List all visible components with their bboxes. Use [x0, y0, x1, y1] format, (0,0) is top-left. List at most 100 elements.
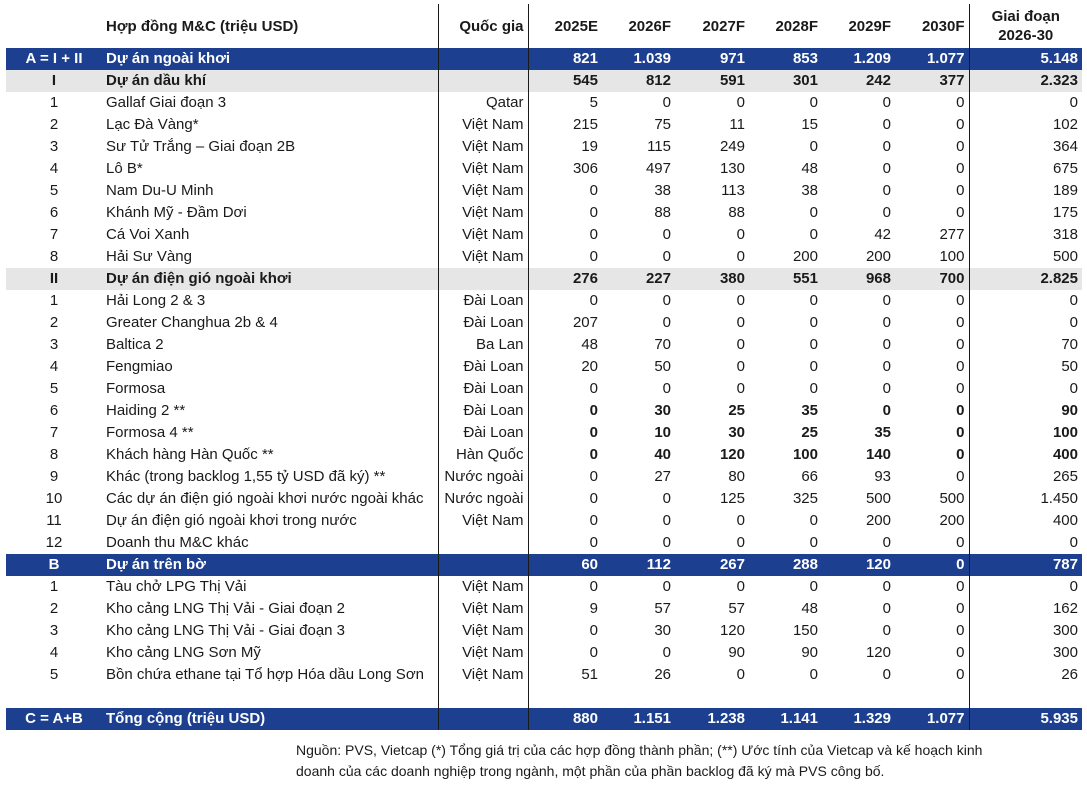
row-contract-name: Dự án ngoài khơi	[102, 48, 438, 70]
row-contract-name: Formosa 4 **	[106, 424, 194, 441]
row-value-2027F: 80	[728, 468, 745, 485]
row-value-2030F: 1.077	[895, 708, 969, 730]
row-value-2029F: 968	[822, 268, 895, 290]
row-country: Việt Nam	[437, 642, 528, 664]
row-index: 6	[49, 204, 59, 221]
row-value-2026F: 1.151	[602, 708, 675, 730]
table-row: 4 Kho cảng LNG Sơn Mỹ Việt Nam 0 0 90 90 120 0 30…	[6, 642, 1082, 664]
row-value-2029F: 242	[822, 70, 895, 92]
row-value-2028F: 0	[809, 314, 818, 331]
row-value-2029F: 1.209	[822, 48, 895, 70]
row-value-2025E: 306	[527, 158, 602, 180]
row-value-2026F: 0	[662, 292, 671, 309]
row-value-2030F: 1.077	[895, 48, 969, 70]
row-country: Việt Nam	[437, 180, 528, 202]
row-value-2026F: 0	[662, 248, 671, 265]
header-year-2027: 2027F	[702, 17, 745, 35]
row-value-2025E: 0	[527, 532, 602, 554]
row-country: Việt Nam	[437, 202, 528, 224]
row-value-2029F: 93	[874, 468, 891, 485]
row-index: 4	[49, 160, 59, 177]
row-value-2028F: 66	[801, 468, 818, 485]
row-value-2025E: 0	[527, 246, 602, 268]
row-period-total: 265	[968, 466, 1082, 488]
row-index: 3	[49, 336, 59, 353]
row-index: 2	[49, 600, 59, 617]
row-country: Việt Nam	[437, 598, 528, 620]
row-value-2026F: 30	[654, 622, 671, 639]
row-value-2029F: 0	[882, 622, 891, 639]
row-value-2026F: 26	[654, 666, 671, 683]
row-value-2030F: 0	[956, 666, 965, 683]
row-value-2025E: 48	[527, 334, 602, 356]
table-row: 6 Haiding 2 ** Đài Loan 0 30 25 35 0 0 90	[6, 400, 1082, 422]
row-value-2026F: 115	[647, 138, 671, 155]
row-value-2028F: 0	[809, 292, 818, 309]
row-contract-name: Dự án điện gió ngoài khơi trong nước	[106, 512, 357, 529]
row-index: C = A+B	[6, 708, 102, 730]
row-value-2027F: 0	[736, 336, 745, 353]
row-value-2026F: 227	[602, 268, 675, 290]
row-contract-name: Kho cảng LNG Thị Vải - Giai đoạn 3	[106, 622, 346, 639]
table-row: B Dự án trên bờ 60 112 267 288 120 0 787	[6, 554, 1082, 576]
row-country: Hàn Quốc	[437, 444, 528, 466]
row-contract-name: Dự án dầu khí	[102, 70, 438, 92]
row-value-2030F: 0	[956, 534, 965, 551]
row-value-2026F: 88	[654, 204, 671, 221]
row-value-2025E: 207	[527, 312, 602, 334]
row-value-2026F: 0	[662, 578, 671, 595]
row-value-2026F: 1.039	[602, 48, 675, 70]
row-value-2027F: 0	[736, 292, 745, 309]
row-country: Đài Loan	[437, 422, 528, 444]
header-contract-name: Hợp đồng M&C (triệu USD)	[106, 17, 299, 35]
row-value-2027F: 1.238	[675, 708, 749, 730]
row-value-2027F: 249	[719, 138, 745, 155]
header-year-2026: 2026F	[628, 17, 671, 35]
table-body: A = I + II Dự án ngoài khơi 821 1.039 971 853…	[6, 48, 1082, 730]
row-value-2029F: 200	[865, 248, 891, 265]
row-contract-name: Greater Changhua 2b & 4	[106, 314, 278, 331]
table-row: 7 Cá Voi Xanh Việt Nam 0 0 0 0 42 277 318	[6, 224, 1082, 246]
row-value-2025E: 0	[527, 180, 602, 202]
row-period-total: 1.450	[968, 488, 1082, 510]
row-value-2030F: 377	[895, 70, 969, 92]
row-value-2029F: 0	[882, 402, 891, 419]
row-country: Qatar	[437, 92, 528, 114]
row-country: Đài Loan	[437, 290, 528, 312]
row-value-2028F: 1.141	[749, 708, 822, 730]
row-value-2026F: 0	[662, 314, 671, 331]
row-value-2030F: 0	[956, 446, 965, 463]
row-contract-name: Lạc Đà Vàng*	[106, 116, 199, 133]
row-value-2029F: 0	[882, 116, 891, 133]
row-contract-name: Formosa	[106, 380, 166, 397]
table-header-row: Hợp đồng M&C (triệu USD) Quốc gia 2025E …	[6, 4, 1082, 48]
row-period-total: 364	[968, 136, 1082, 158]
row-value-2026F: 30	[654, 402, 671, 419]
row-period-total: 0	[968, 290, 1082, 312]
row-period-total: 2.323	[968, 70, 1082, 92]
row-index: 7	[49, 424, 59, 441]
row-value-2029F: 140	[865, 446, 891, 463]
row-value-2030F: 277	[939, 226, 965, 243]
row-value-2028F: 48	[801, 600, 818, 617]
row-value-2029F: 0	[882, 380, 891, 397]
row-period-total: 300	[968, 620, 1082, 642]
row-contract-name: Tàu chở LPG Thị Vải	[106, 578, 247, 595]
row-country: Ba Lan	[437, 334, 528, 356]
row-value-2027F: 267	[675, 554, 749, 576]
row-value-2025E: 51	[527, 664, 602, 708]
row-value-2025E: 215	[527, 114, 602, 136]
row-value-2025E: 20	[527, 356, 602, 378]
row-value-2027F: 0	[736, 512, 745, 529]
row-country: Đài Loan	[437, 356, 528, 378]
row-period-total: 400	[968, 444, 1082, 466]
row-value-2027F: 0	[736, 666, 745, 683]
row-period-total: 5.935	[968, 708, 1082, 730]
row-country: Đài Loan	[437, 400, 528, 422]
row-value-2026F: 0	[662, 644, 671, 661]
table-row: 5 Nam Du-U Minh Việt Nam 0 38 113 38 0 0 189	[6, 180, 1082, 202]
row-value-2025E: 0	[527, 576, 602, 598]
row-period-total: 90	[968, 400, 1082, 422]
row-value-2026F: 497	[645, 160, 671, 177]
row-contract-name: Fengmiao	[106, 358, 173, 375]
